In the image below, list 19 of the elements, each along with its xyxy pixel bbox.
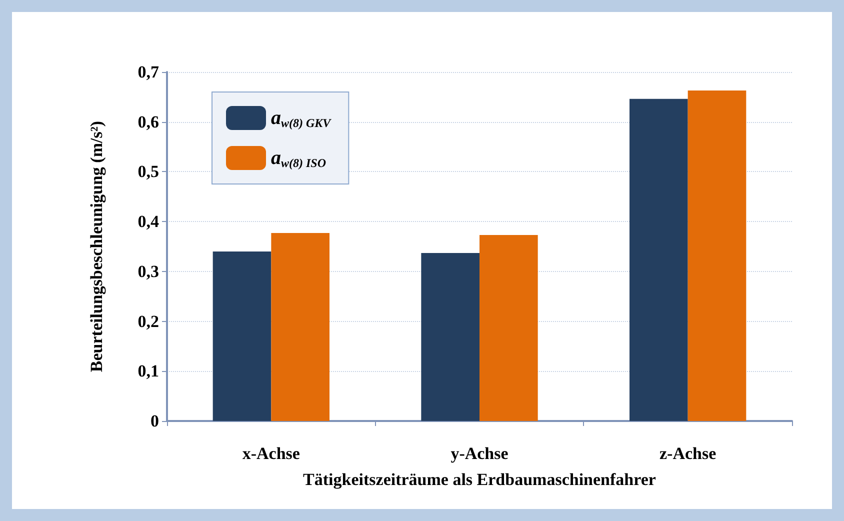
y-tick-label: 0,5: [138, 162, 159, 182]
x-axis-title: Tätigkeitszeiträume als Erdbaumaschinenfahrer: [303, 470, 656, 489]
y-tick-label: 0,7: [138, 62, 160, 82]
x-tick-label: y-Achse: [450, 444, 509, 463]
bar: [688, 90, 746, 421]
y-tick-label: 0,6: [138, 112, 159, 132]
bar: [480, 235, 538, 421]
y-tick-label: 0: [150, 412, 159, 430]
bar: [212, 251, 272, 421]
y-tick-label: 0,4: [138, 212, 160, 232]
bar: [630, 98, 688, 421]
x-tick-label: x-Achse: [242, 444, 300, 463]
y-axis-title: Beurteilungsbeschleunigung (m/s²): [87, 120, 106, 372]
bar: [421, 252, 480, 421]
bar: [271, 233, 330, 421]
y-tick-label: 0,1: [138, 362, 159, 381]
x-tick-label: z-Achse: [660, 444, 717, 463]
y-tick-label: 0,2: [138, 312, 159, 331]
y-tick-label: 0,3: [138, 262, 159, 281]
